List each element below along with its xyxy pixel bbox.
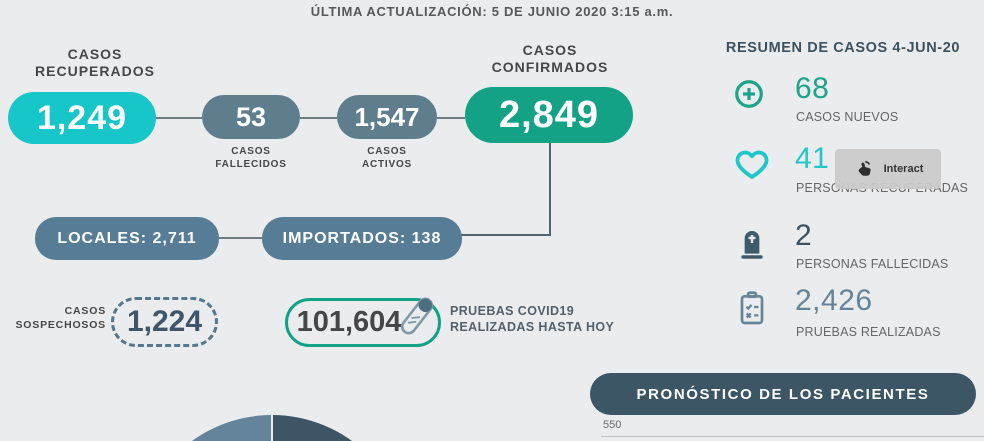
death-cases-pill: 53 <box>202 95 300 139</box>
interact-label: Interact <box>883 163 924 175</box>
connector-active-confirmed <box>437 117 465 119</box>
suspected-cases-label: CASOS SOSPECHOSOS <box>15 305 106 331</box>
connector-local-imported <box>219 237 262 239</box>
axis-tick-550: 550 <box>603 419 622 431</box>
active-cases-label: CASOS ACTIVOS <box>361 146 413 170</box>
suspected-cases-pill: 1,224 <box>111 297 218 347</box>
pie-slice-divider <box>271 415 273 441</box>
heart-icon <box>733 146 771 182</box>
tests-description-label: PRUEBAS COVID19 REALIZADAS HASTA HOY <box>450 304 615 335</box>
recovered-persons-value: 41 <box>795 142 830 175</box>
recovered-cases-label: CASOS RECUPERADOS <box>35 46 155 79</box>
tests-count-value: 101,604 <box>296 306 402 338</box>
connector-recovered-deaths <box>156 117 202 119</box>
tests-performed-label: PRUEBAS REALIZADAS <box>796 325 941 339</box>
hand-cursor-icon <box>853 158 875 180</box>
connector-confirmed-vertical <box>549 143 551 236</box>
death-cases-label: CASOS FALLECIDOS <box>215 146 287 170</box>
plus-circle-icon <box>733 78 765 110</box>
summary-title: RESUMEN DE CASOS 4-JUN-20 <box>725 40 961 56</box>
connector-confirmed-imported <box>458 234 551 236</box>
deceased-persons-value: 2 <box>795 219 813 252</box>
interact-overlay[interactable]: Interact <box>835 149 941 189</box>
tombstone-icon <box>736 225 768 261</box>
confirmed-cases-pill: 2,849 <box>465 87 633 143</box>
tests-performed-value: 2,426 <box>795 284 873 317</box>
deceased-persons-label: PERSONAS FALLECIDAS <box>796 257 949 271</box>
chart-gridline <box>601 436 984 437</box>
prognosis-button[interactable]: PRONÓSTICO DE LOS PACIENTES <box>590 373 976 415</box>
clipboard-icon <box>736 290 768 328</box>
recovered-cases-pill: 1,249 <box>8 92 156 144</box>
new-cases-value: 68 <box>795 72 830 105</box>
active-cases-pill: 1,547 <box>337 95 437 139</box>
local-cases-pill: LOCALES: 2,711 <box>35 217 219 260</box>
confirmed-cases-label: CASOS CONFIRMADOS <box>491 42 609 75</box>
tests-count-pill: 101,604 <box>285 297 441 347</box>
last-update-text: ÚLTIMA ACTUALIZACIÓN: 5 DE JUNIO 2020 3:… <box>310 4 674 19</box>
test-tube-icon <box>399 291 435 349</box>
new-cases-label: CASOS NUEVOS <box>796 110 899 124</box>
connector-deaths-active <box>300 117 337 119</box>
imported-cases-pill: IMPORTADOS: 138 <box>262 217 462 260</box>
